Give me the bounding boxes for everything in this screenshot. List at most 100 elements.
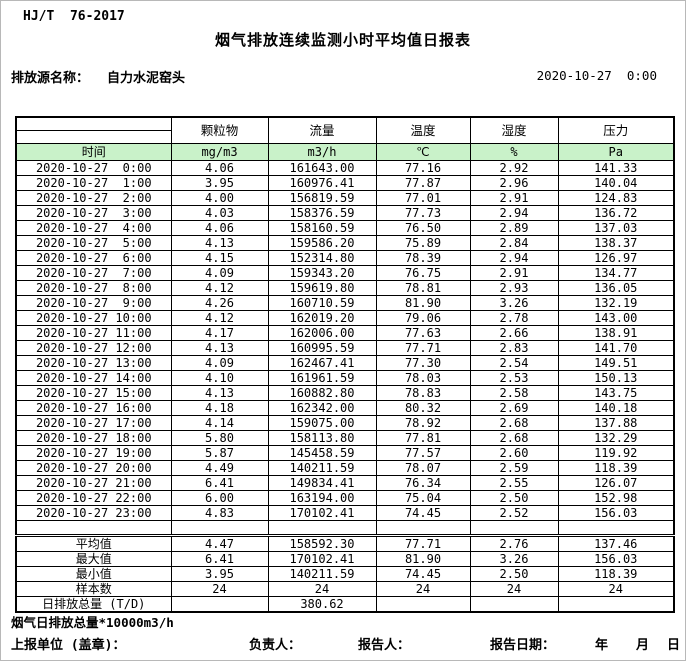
row-value: 150.13 (557, 370, 675, 386)
row-value: 2.92 (469, 160, 559, 176)
row-time: 2020-10-27 4:00 (15, 220, 172, 236)
unit-temperature: ℃ (375, 143, 471, 161)
row-value: 78.92 (375, 415, 471, 431)
row-value: 77.30 (375, 355, 471, 371)
row-time: 2020-10-27 16:00 (15, 400, 172, 416)
row-value: 2.55 (469, 475, 559, 491)
row-value: 143.75 (557, 385, 675, 401)
row-value: 2.96 (469, 175, 559, 191)
row-value: 2.84 (469, 235, 559, 251)
row-time: 2020-10-27 12:00 (15, 340, 172, 356)
row-value: 124.83 (557, 190, 675, 206)
row-value: 4.83 (170, 505, 269, 521)
row-value: 3.26 (469, 295, 559, 311)
year-label: 年 (595, 638, 609, 653)
row-value: 152.98 (557, 490, 675, 506)
row-value: 78.39 (375, 250, 471, 266)
summary-value: 24 (469, 581, 559, 597)
row-value: 77.71 (375, 340, 471, 356)
empty-header-cell (15, 130, 172, 144)
summary-row: 最大值 6.41 170102.41 81.90 3.26 156.03 (15, 551, 675, 567)
data-row: 2020-10-27 8:00 4.12 159619.80 78.81 2.93 136… (15, 280, 675, 296)
units-row: 时间 mg/m3 m3/h ℃ % Pa (15, 143, 675, 161)
row-value: 138.91 (557, 325, 675, 341)
row-value: 77.63 (375, 325, 471, 341)
row-value: 4.13 (170, 235, 269, 251)
row-value: 170102.41 (267, 505, 377, 521)
row-value: 119.92 (557, 445, 675, 461)
row-value: 77.16 (375, 160, 471, 176)
data-row: 2020-10-27 9:00 4.26 160710.59 81.90 3.26 132… (15, 295, 675, 311)
row-value: 2.94 (469, 250, 559, 266)
row-time: 2020-10-27 13:00 (15, 355, 172, 371)
empty-cell (267, 520, 377, 537)
table-body: 2020-10-27 0:00 4.06 161643.00 77.16 2.92 141… (15, 160, 675, 613)
row-value: 158376.59 (267, 205, 377, 221)
data-row: 2020-10-27 23:00 4.83 170102.41 74.45 2.52 15… (15, 505, 675, 521)
data-row: 2020-10-27 3:00 4.03 158376.59 77.73 2.94 136… (15, 205, 675, 221)
summary-value: 24 (557, 581, 675, 597)
summary-value: 6.41 (170, 551, 269, 567)
row-value: 2.93 (469, 280, 559, 296)
data-row: 2020-10-27 13:00 4.09 162467.41 77.30 2.54 14… (15, 355, 675, 371)
row-value: 138.37 (557, 235, 675, 251)
reporter-label: 报告人： (358, 638, 411, 653)
row-value: 136.72 (557, 205, 675, 221)
column-header-humidity: 湿度 (469, 116, 559, 144)
column-header-pressure: 压力 (557, 116, 675, 144)
summary-value (170, 596, 269, 613)
summary-value: 24 (267, 581, 377, 597)
row-value: 158160.59 (267, 220, 377, 236)
summary-value: 156.03 (557, 551, 675, 567)
month-label: 月 (636, 638, 650, 653)
flue-gas-total-note: 烟气日排放总量*10000m3/h (11, 615, 174, 630)
summary-value: 2.50 (469, 566, 559, 582)
source-name-label: 排放源名称： (11, 71, 90, 86)
row-value: 140.18 (557, 400, 675, 416)
row-value: 162342.00 (267, 400, 377, 416)
row-value: 2.94 (469, 205, 559, 221)
row-value: 126.97 (557, 250, 675, 266)
row-value: 118.39 (557, 460, 675, 476)
row-value: 2.50 (469, 490, 559, 506)
row-time: 2020-10-27 22:00 (15, 490, 172, 506)
signature-line: 上报单位 (盖章)： 负责人： 报告人： 报告日期： 年 月 日 (1, 634, 685, 653)
header-row-1: 颗粒物 流量 温度 湿度 压力 (15, 116, 675, 144)
row-value: 162467.41 (267, 355, 377, 371)
row-value: 4.15 (170, 250, 269, 266)
row-value: 76.75 (375, 265, 471, 281)
row-value: 132.29 (557, 430, 675, 446)
summary-label: 最大值 (15, 551, 172, 567)
row-value: 160976.41 (267, 175, 377, 191)
row-value: 2.60 (469, 445, 559, 461)
row-value: 160710.59 (267, 295, 377, 311)
row-value: 143.00 (557, 310, 675, 326)
row-value: 161643.00 (267, 160, 377, 176)
responsible-person-label: 负责人： (249, 638, 302, 653)
row-value: 4.13 (170, 340, 269, 356)
summary-value: 24 (170, 581, 269, 597)
row-value: 149834.41 (267, 475, 377, 491)
row-value: 77.81 (375, 430, 471, 446)
row-time: 2020-10-27 23:00 (15, 505, 172, 521)
row-value: 78.83 (375, 385, 471, 401)
unit-humidity: % (469, 143, 559, 161)
row-time: 2020-10-27 21:00 (15, 475, 172, 491)
row-value: 162019.20 (267, 310, 377, 326)
row-value: 140.04 (557, 175, 675, 191)
row-value: 77.01 (375, 190, 471, 206)
row-value: 2.68 (469, 430, 559, 446)
row-time: 2020-10-27 1:00 (15, 175, 172, 191)
empty-cell (15, 520, 172, 537)
row-value: 78.07 (375, 460, 471, 476)
row-value: 76.50 (375, 220, 471, 236)
row-time: 2020-10-27 2:00 (15, 190, 172, 206)
row-value: 2.78 (469, 310, 559, 326)
summary-value: 74.45 (375, 566, 471, 582)
row-time: 2020-10-27 0:00 (15, 160, 172, 176)
row-value: 2.53 (469, 370, 559, 386)
row-value: 160995.59 (267, 340, 377, 356)
data-row: 2020-10-27 10:00 4.12 162019.20 79.06 2.78 14… (15, 310, 675, 326)
row-time: 2020-10-27 14:00 (15, 370, 172, 386)
